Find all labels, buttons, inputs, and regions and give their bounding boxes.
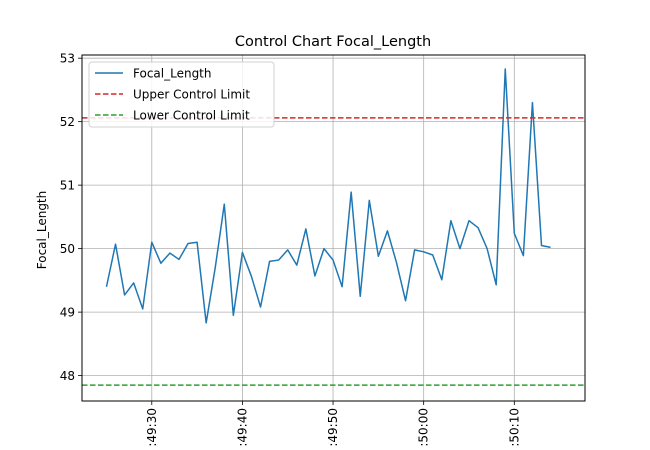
legend-label-focal_length: Focal_Length — [133, 67, 212, 81]
y-tick-label: 49 — [60, 306, 75, 320]
legend: Focal_Length Upper Control Limit Lower Con… — [88, 61, 275, 128]
x-tick-label: :50:00 — [417, 408, 431, 447]
x-tick-label: :49:30 — [145, 408, 159, 447]
x-tick-label: :50:10 — [507, 408, 521, 447]
y-tick-label: 48 — [60, 369, 75, 383]
legend-label-lower-control-limit: Lower Control Limit — [133, 109, 250, 123]
chart-title: Control Chart Focal_Length — [235, 34, 431, 50]
series-line-focal-length — [105, 68, 551, 324]
grid — [82, 55, 585, 401]
plot-frame — [81, 54, 586, 402]
y-tick-label: 52 — [60, 115, 75, 129]
y-tick-label: 50 — [60, 242, 75, 256]
x-tick-label: :49:50 — [326, 408, 340, 447]
axes: 48 49 50 51 52 53 :49:30 :49:40 :49:50 :50:00 :50:… — [60, 52, 522, 447]
legend-box — [88, 61, 275, 128]
y-tick-label: 51 — [60, 179, 75, 193]
x-tick-label: :49:40 — [235, 408, 249, 447]
y-axis-title: Focal_Length — [35, 191, 49, 270]
legend-label-upper-control-limit: Upper Control Limit — [133, 88, 250, 102]
y-tick-label: 53 — [60, 52, 75, 66]
